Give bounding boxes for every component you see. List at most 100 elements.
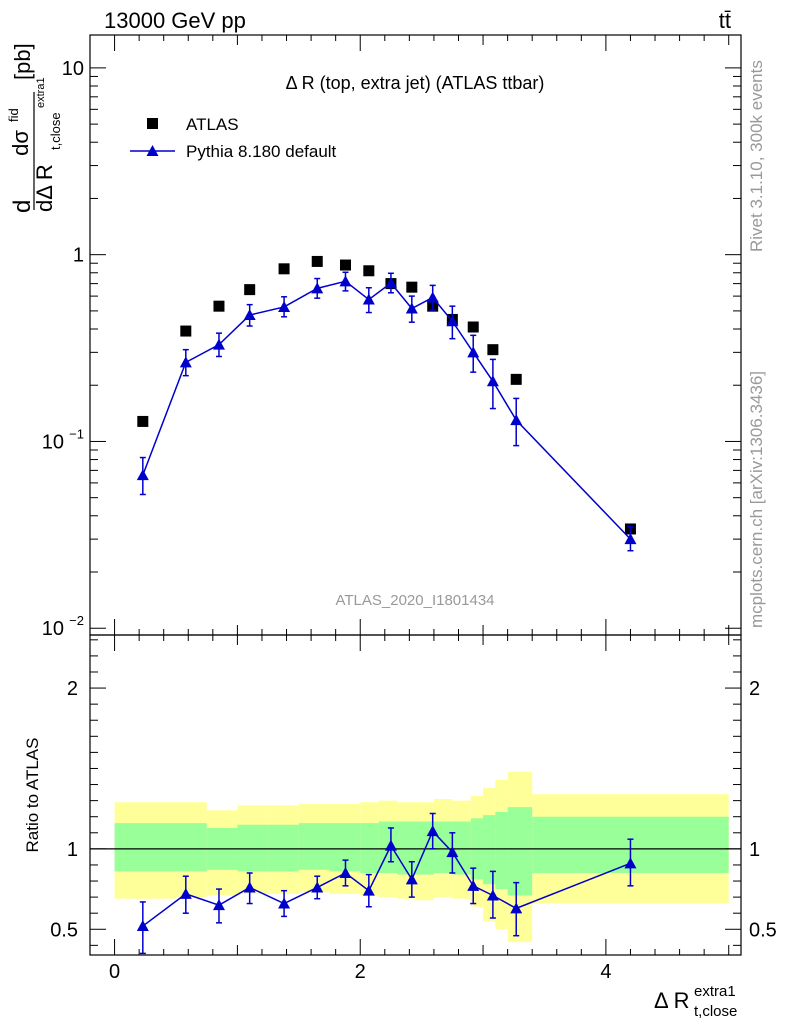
pythia-data-point: [426, 291, 439, 303]
atlas-data-point: [510, 373, 522, 385]
pythia-data-point: [243, 309, 256, 321]
main-y-axis-label: d dσ fid dΔ R t,close extra1 [pb]: [6, 43, 63, 213]
xlabel-sup: extra1: [694, 983, 736, 1000]
atlas-data-point: [137, 415, 149, 427]
ratio-data-point: [426, 825, 439, 837]
ylabel-denominator-sup: extra1: [35, 77, 47, 108]
pythia-data-point: [362, 293, 375, 305]
ratio-data-point: [179, 887, 192, 899]
legend: ATLAS Pythia 8.180 default: [130, 115, 337, 161]
ratio-y-tick-label: 1: [67, 839, 78, 861]
atlas-data-point: [244, 284, 256, 296]
main-title: Δ R (top, extra jet) (ATLAS ttbar): [286, 73, 545, 93]
pythia-data-point: [446, 315, 459, 327]
ratio-data-point: [486, 889, 499, 901]
ratio-data-point: [339, 866, 352, 878]
main-y-tick-label: 1: [73, 245, 84, 267]
pythia-data-point: [278, 300, 291, 312]
ratio-data-point: [384, 839, 397, 851]
ratio-x-tick-label: 2: [355, 961, 366, 983]
ratio-y-axis-label: Ratio to ATLAS: [23, 738, 42, 853]
ratio-inner-band: [237, 824, 269, 872]
pythia-data-point: [510, 414, 523, 426]
ratio-inner-band: [495, 811, 508, 890]
pythia-data-point: [136, 469, 149, 481]
main-y-tick-label-sup: −2: [69, 613, 84, 628]
ratio-inner-band: [452, 821, 471, 875]
ratio-data-point: [136, 920, 149, 932]
main-y-tick-label-sup: −1: [69, 426, 84, 441]
atlas-data-point: [467, 321, 479, 333]
pythia-data-point: [624, 533, 637, 545]
pythia-line: [142, 280, 631, 540]
main-y-tick-label: 10: [42, 618, 64, 640]
ratio-data-point: [405, 873, 418, 885]
ylabel-prefix: d: [9, 200, 36, 213]
atlas-data-point: [311, 255, 323, 267]
main-y-tick-label: 10: [62, 58, 84, 80]
pythia-data-point: [384, 277, 397, 289]
energy-label: 13000 GeV pp: [104, 8, 246, 33]
ylabel-numerator-sup: fid: [6, 108, 21, 122]
legend-atlas-label: ATLAS: [186, 115, 239, 134]
ratio-y-tick-label: 0.5: [749, 919, 777, 941]
ratio-data-point: [510, 902, 523, 914]
atlas-data-point: [363, 265, 375, 277]
atlas-data-point: [278, 263, 290, 275]
legend-pythia-label: Pythia 8.180 default: [186, 142, 337, 161]
ratio-panel: 0 2 4 0.5 0.5 1 1 2 2 Ratio to ATLAS Δ R extra1 …: [23, 634, 777, 1020]
ratio-x-tick-label: 4: [600, 961, 611, 983]
pythia-data-point: [179, 356, 192, 368]
legend-pythia-marker: [146, 145, 159, 156]
pythia-data-point: [405, 302, 418, 314]
ratio-panel-frame: [89, 634, 742, 956]
ratio-x-axis-label: Δ R extra1 t,close: [654, 983, 737, 1020]
ratio-y-tick-label: 0.5: [50, 919, 78, 941]
ylabel-denominator-sub: t,close: [48, 112, 63, 150]
atlas-data-point: [487, 344, 499, 356]
mcplots-label: mcplots.cern.ch [arXiv:1306.3436]: [747, 371, 766, 628]
ylabel-numerator: dσ: [8, 130, 33, 156]
pythia-data-point: [311, 282, 324, 294]
ratio-inner-band: [175, 823, 207, 872]
pythia-data-point: [212, 338, 225, 350]
analysis-label: ATLAS_2020_I1801434: [335, 592, 494, 609]
ratio-y-tick-label: 2: [67, 678, 78, 700]
ratio-data-point: [467, 879, 480, 891]
xlabel-sub: t,close: [694, 1003, 737, 1020]
pythia-data-point: [467, 346, 480, 358]
ratio-data-point: [362, 884, 375, 896]
main-y-tick-label: 10: [42, 431, 64, 453]
ratio-inner-band: [397, 821, 416, 875]
pythia-data-point: [339, 275, 352, 287]
ylabel-denominator: dΔ R: [32, 164, 57, 212]
atlas-data-point: [213, 300, 225, 312]
ratio-data-point: [311, 881, 324, 893]
ratio-inner-band: [268, 824, 299, 872]
atlas-data-point: [406, 281, 418, 293]
ratio-y-tick-label: 2: [749, 678, 760, 700]
legend-atlas-marker: [147, 118, 158, 129]
atlas-data-point: [180, 325, 192, 337]
pythia-data-point: [486, 375, 499, 387]
ratio-data-point: [624, 857, 637, 869]
ratio-data-point: [446, 846, 459, 858]
ylabel-unit: [pb]: [10, 43, 35, 80]
ratio-inner-band: [298, 823, 330, 870]
ratio-data-point: [243, 881, 256, 893]
main-panel: 10 1 10 −1 10 −2 Δ R (top, extra jet) (ATLAS …: [6, 34, 742, 640]
atlas-data-point: [339, 259, 351, 271]
ratio-inner-band: [433, 821, 453, 873]
ratio-y-tick-label: 1: [749, 839, 760, 861]
ratio-inner-band: [114, 823, 176, 872]
ratio-data-point: [212, 899, 225, 911]
ratio-pythia-line: [142, 829, 631, 927]
process-label: tt̄: [719, 8, 731, 33]
ratio-inner-band: [360, 823, 379, 873]
ratio-inner-band: [483, 815, 496, 885]
ratio-inner-band: [507, 807, 533, 896]
xlabel-base: Δ R: [654, 988, 689, 1013]
ratio-data-point: [278, 897, 291, 909]
rivet-label: Rivet 3.1.10, 300k events: [747, 60, 766, 252]
